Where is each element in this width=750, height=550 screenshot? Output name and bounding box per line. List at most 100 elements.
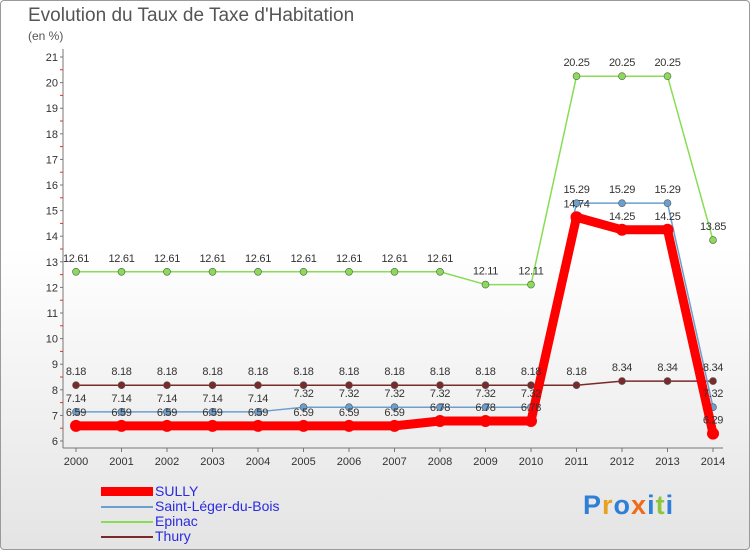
data-point: [572, 381, 581, 389]
data-point: [117, 408, 126, 416]
data-label: 8.18: [475, 366, 495, 378]
data-label: 7.32: [384, 388, 404, 400]
data-label: 12.61: [199, 253, 225, 265]
data-label: 12.61: [154, 253, 180, 265]
data-label: 8.18: [111, 366, 131, 378]
data-point: [299, 403, 308, 412]
data-label: 7.32: [703, 388, 723, 400]
data-label: 12.61: [427, 253, 453, 265]
data-point: [527, 280, 535, 289]
data-label: 8.18: [66, 366, 86, 378]
data-label: 13.85: [700, 221, 726, 233]
data-point: [343, 419, 355, 432]
data-point: [72, 408, 80, 416]
x-tick-label: 2009: [473, 456, 497, 468]
data-point: [525, 415, 537, 428]
data-label: 12.11: [473, 266, 498, 278]
data-point: [254, 267, 262, 276]
data-point: [663, 377, 672, 385]
data-point: [252, 419, 264, 432]
data-label: 6.59: [248, 407, 268, 419]
x-tick-label: 2004: [246, 456, 270, 468]
x-tick-label: 2011: [565, 456, 589, 468]
y-tick-label: 6: [52, 436, 58, 448]
data-point: [208, 381, 217, 389]
data-label: 6.59: [293, 407, 313, 419]
data-label: 12.61: [63, 253, 89, 265]
data-label: 7.32: [521, 388, 541, 400]
data-label: 8.18: [202, 366, 222, 378]
data-point: [661, 223, 674, 236]
data-label: 8.18: [566, 366, 586, 378]
y-tick-label: 15: [46, 206, 58, 218]
data-point: [570, 211, 583, 224]
legend-swatch: [101, 521, 153, 523]
data-label: 7.14: [66, 393, 86, 405]
data-label: 7.14: [157, 393, 177, 405]
data-label: 12.11: [518, 266, 543, 278]
data-point: [709, 236, 717, 244]
chart-title: Evolution du Taux de Taxe d'Habitation: [28, 5, 355, 26]
data-label: 12.61: [290, 253, 316, 265]
legend-swatch: [101, 506, 153, 508]
data-point: [572, 199, 581, 207]
data-point: [254, 408, 262, 416]
x-tick-label: 2003: [200, 456, 224, 468]
series-sully: [70, 211, 719, 440]
data-label: 6.59: [384, 407, 404, 419]
data-label: 6.59: [339, 407, 359, 419]
data-label: 12.61: [245, 253, 271, 265]
x-tick-label: 2008: [428, 456, 452, 468]
legend-label: Saint-Léger-du-Bois: [155, 498, 280, 514]
data-label: 8.18: [293, 366, 313, 378]
x-tick-label: 2001: [109, 456, 133, 468]
data-point: [436, 381, 444, 389]
data-point: [436, 267, 444, 276]
data-point: [345, 267, 353, 276]
y-tick-label: 12: [46, 282, 58, 294]
y-tick-label: 16: [46, 180, 58, 192]
data-point: [709, 377, 717, 385]
data-label: 6.59: [157, 407, 177, 419]
data-point: [208, 267, 217, 276]
y-tick-label: 20: [46, 78, 58, 90]
data-point: [208, 408, 217, 416]
data-label: 8.18: [339, 366, 359, 378]
x-tick-label: 2014: [701, 456, 725, 468]
data-point: [390, 403, 399, 412]
data-label: 14.74: [563, 198, 589, 210]
data-point: [663, 72, 672, 80]
legend-label: SULLY: [155, 483, 199, 499]
data-point: [299, 381, 308, 389]
data-label: 7.14: [202, 393, 222, 405]
data-label: 7.14: [248, 393, 268, 405]
data-point: [72, 267, 80, 276]
data-label: 8.34: [657, 362, 677, 374]
y-tick-label: 13: [46, 257, 58, 269]
y-tick-label: 21: [46, 52, 58, 64]
y-tick-label: 7: [52, 410, 58, 422]
data-label: 6.59: [111, 407, 131, 419]
data-point: [663, 199, 672, 207]
legend-swatch: [101, 487, 153, 496]
data-point: [481, 403, 490, 412]
data-point: [161, 419, 173, 432]
data-point: [297, 419, 310, 432]
data-point: [390, 381, 399, 389]
y-tick-label: 10: [46, 334, 58, 346]
x-tick-label: 2000: [64, 456, 88, 468]
data-point: [206, 419, 219, 432]
data-label: 7.32: [475, 388, 495, 400]
data-point: [163, 267, 171, 276]
data-point: [481, 280, 490, 289]
data-label: 6.29: [703, 415, 723, 427]
data-label: 7.32: [339, 388, 359, 400]
data-point: [163, 381, 171, 389]
y-tick-label: 17: [46, 154, 58, 166]
y-tick-label: 14: [46, 231, 58, 243]
data-label: 7.14: [111, 393, 131, 405]
data-point: [434, 415, 446, 428]
data-point: [163, 408, 171, 416]
legend-label: Thury: [155, 528, 191, 544]
